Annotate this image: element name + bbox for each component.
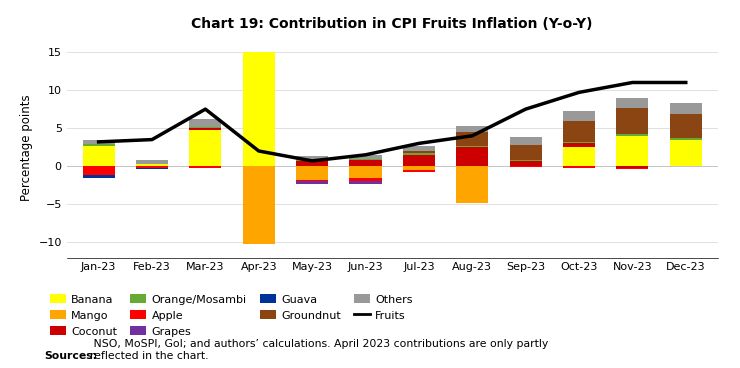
Bar — [670, 139, 702, 166]
Fruits — [94, 140, 103, 144]
Bar — [563, 142, 595, 144]
Bar — [403, 151, 435, 153]
Bar — [510, 161, 542, 166]
Text: NSO, MoSPI, GoI; and authors’ calculations. April 2023 contributions are only pa: NSO, MoSPI, GoI; and authors’ calculatio… — [90, 339, 548, 361]
Fruits — [468, 134, 477, 138]
Bar — [83, 139, 115, 144]
Bar — [189, 166, 221, 168]
Bar — [670, 103, 702, 114]
Bar — [670, 114, 702, 138]
Bar — [83, 144, 115, 146]
Bar — [563, 121, 595, 142]
Bar — [296, 181, 328, 184]
Bar — [457, 146, 488, 147]
Bar — [83, 166, 115, 176]
Bar — [616, 134, 648, 136]
Bar — [243, 166, 275, 244]
Bar — [136, 160, 168, 164]
Bar — [616, 136, 648, 166]
Line: Fruits: Fruits — [98, 82, 686, 161]
Bar — [563, 166, 595, 168]
Bar — [403, 155, 435, 166]
Bar — [189, 130, 221, 166]
Bar — [510, 160, 542, 161]
Bar — [349, 166, 382, 178]
Bar — [296, 156, 328, 160]
Bar — [243, 52, 275, 166]
Bar — [349, 181, 382, 184]
Bar — [457, 126, 488, 132]
Bar — [189, 119, 221, 127]
Bar — [136, 166, 168, 168]
Bar — [189, 127, 221, 128]
Bar — [457, 166, 488, 203]
Y-axis label: Percentage points: Percentage points — [20, 94, 33, 201]
Bar — [403, 166, 435, 170]
Bar — [83, 146, 115, 166]
Bar — [296, 166, 328, 180]
Bar — [349, 159, 382, 160]
Bar — [616, 107, 648, 134]
Bar — [510, 166, 542, 167]
Bar — [403, 170, 435, 172]
Bar — [349, 155, 382, 159]
Fruits — [628, 80, 637, 85]
Legend: Banana, Mango, Coconut, Orange/Mosambi, Apple, Grapes, Guava, Groundnut, Others,: Banana, Mango, Coconut, Orange/Mosambi, … — [50, 294, 413, 337]
Bar — [563, 112, 595, 121]
Bar — [136, 164, 168, 166]
Bar — [563, 144, 595, 147]
Bar — [563, 147, 595, 166]
Bar — [189, 128, 221, 130]
Bar — [616, 98, 648, 107]
Bar — [296, 161, 328, 166]
Bar — [457, 132, 488, 146]
Text: Sources:: Sources: — [44, 351, 98, 361]
Bar — [403, 146, 435, 151]
Fruits — [574, 90, 583, 95]
Fruits — [682, 80, 690, 85]
Bar — [349, 178, 382, 181]
Title: Chart 19: Contribution in CPI Fruits Inflation (Y-o-Y): Chart 19: Contribution in CPI Fruits Inf… — [192, 17, 593, 32]
Bar — [616, 168, 648, 169]
Fruits — [201, 107, 210, 112]
Bar — [349, 160, 382, 166]
Bar — [457, 147, 488, 166]
Bar — [670, 138, 702, 139]
Fruits — [361, 153, 370, 157]
Bar — [616, 166, 648, 168]
Fruits — [308, 159, 317, 163]
Fruits — [521, 107, 530, 112]
Fruits — [147, 137, 156, 142]
Fruits — [255, 149, 263, 153]
Bar — [510, 145, 542, 160]
Bar — [296, 180, 328, 181]
Fruits — [414, 141, 423, 146]
Bar — [403, 153, 435, 155]
Bar — [510, 137, 542, 145]
Bar — [83, 176, 115, 178]
Bar — [136, 168, 168, 169]
Bar — [296, 160, 328, 161]
